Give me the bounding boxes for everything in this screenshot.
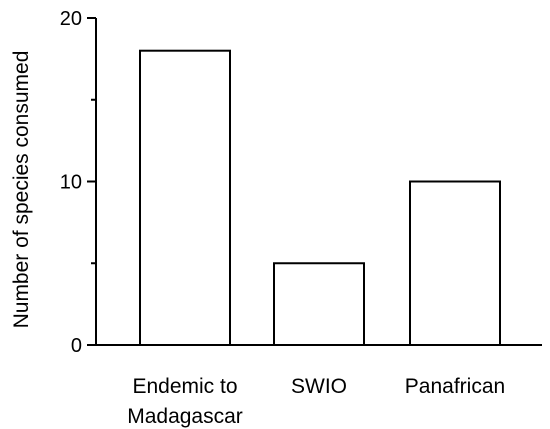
bar bbox=[139, 49, 231, 346]
y-axis-title: Number of species consumed bbox=[10, 51, 33, 329]
x-category-label: Panafrican bbox=[405, 375, 505, 398]
x-category-label: Madagascar bbox=[127, 405, 243, 428]
y-ticks: 0 10 20 bbox=[60, 8, 96, 357]
category-labels: Endemic to Madagascar SWIO Panafrican bbox=[127, 375, 505, 428]
x-category-label: Endemic to bbox=[132, 375, 237, 398]
y-tick-label: 20 bbox=[60, 8, 82, 30]
y-tick-label: 0 bbox=[71, 335, 82, 357]
bar bbox=[273, 262, 365, 346]
bars bbox=[139, 49, 501, 346]
x-category-label: SWIO bbox=[291, 375, 347, 398]
bar bbox=[409, 180, 501, 346]
y-tick-label: 10 bbox=[60, 172, 82, 194]
